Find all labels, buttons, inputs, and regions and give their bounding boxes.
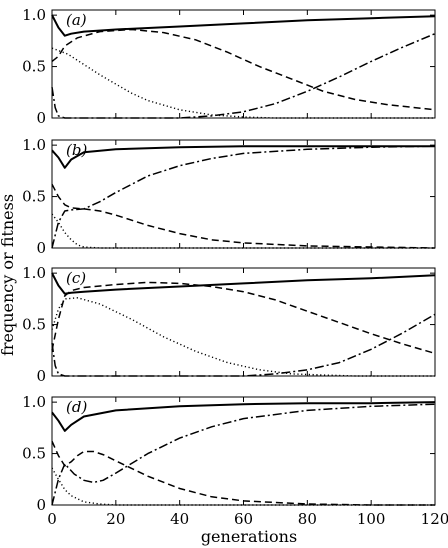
panel-c: 1.0 0.5 0 (c) <box>22 264 436 385</box>
panel-label: (d) <box>66 398 87 416</box>
series-line-dashed <box>51 440 435 506</box>
series-line-solid <box>51 401 436 432</box>
panel-b: 1.0 0.5 0 (b) <box>22 136 436 257</box>
y-axis-title: frequency or fitness <box>0 194 17 356</box>
series-line-dashdot <box>51 403 436 506</box>
x-tick-label: 60 <box>234 510 253 528</box>
y-tick-label: 0 <box>36 239 46 257</box>
series-line-dashed <box>51 183 436 249</box>
y-tick-label: 0.5 <box>22 188 46 206</box>
x-tick-label: 80 <box>298 510 317 528</box>
plot-frame <box>51 9 436 119</box>
series-line-solid <box>51 272 436 295</box>
y-tick-label: 1.0 <box>22 264 46 282</box>
y-tick-label: 0.5 <box>22 58 46 76</box>
y-tick-label: 0 <box>36 496 46 514</box>
panels: 1.0 0.5 0 (a) 1.0 0.5 0 (b) 1.0 0.5 0 (c) 1.0 0.5 0 (d)… <box>22 6 448 528</box>
series-line-dotted <box>51 467 435 506</box>
y-tick-label: 0 <box>36 367 46 385</box>
y-tick-label: 1.0 <box>22 393 46 411</box>
y-tick-label: 1.0 <box>22 6 46 24</box>
y-tick-label: 0 <box>36 109 46 127</box>
series-line-solid <box>51 145 435 169</box>
x-tick-label: 0 <box>47 510 57 528</box>
panel-label: (b) <box>66 141 87 159</box>
series-line-dashed <box>51 281 436 355</box>
series-line-dotted <box>51 297 435 377</box>
series-line-dashdot <box>51 313 436 377</box>
panel-label: (c) <box>66 269 86 287</box>
panel-label: (a) <box>66 11 87 29</box>
x-tick-label: 120 <box>421 510 448 528</box>
panel-a: 1.0 0.5 0 (a) <box>22 6 436 127</box>
y-tick-label: 0.5 <box>22 445 46 463</box>
x-axis-title: generations <box>201 527 297 546</box>
plot-frame <box>51 139 436 249</box>
y-tick-label: 0.5 <box>22 316 46 334</box>
series-line-dashdot <box>51 33 436 119</box>
series-line-dotted <box>51 213 435 249</box>
plot-frame <box>51 396 436 506</box>
x-tick-label: 40 <box>170 510 189 528</box>
series-line-dashdot <box>51 145 436 249</box>
x-tick-label: 100 <box>357 510 386 528</box>
panel-d: 1.0 0.5 0 (d) 0 20 40 60 80 100 120 <box>22 393 448 528</box>
series-line-dashed <box>51 28 436 111</box>
series-line-solid <box>51 14 436 37</box>
y-tick-label: 1.0 <box>22 136 46 154</box>
x-tick-label: 20 <box>106 510 125 528</box>
